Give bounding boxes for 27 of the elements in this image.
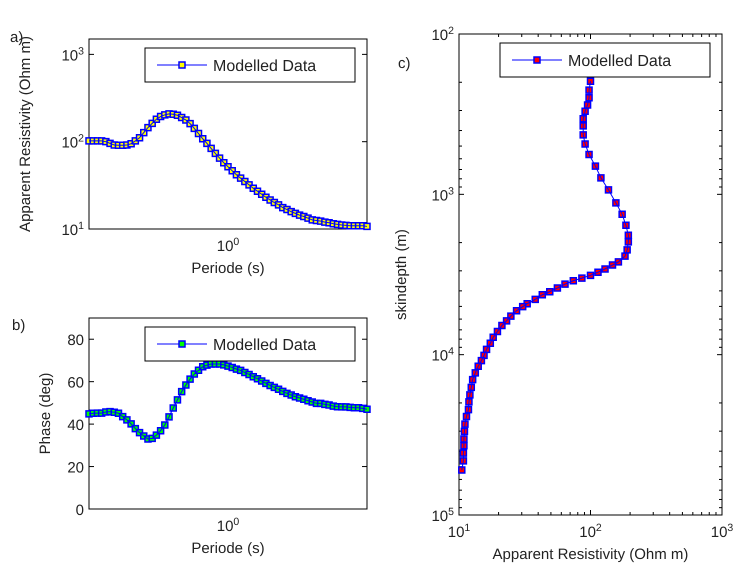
x-axis-title: Apparent Resistivity (Ohm m)	[492, 546, 688, 563]
y-axis-title: skindepth (m)	[393, 229, 410, 320]
text: b)	[12, 317, 26, 334]
x-axis-title: Periode (s)	[191, 540, 265, 557]
y-tick-label: 10$^{2}$	[61, 132, 84, 152]
y-tick-label: 10$^{1}$	[61, 220, 84, 239]
y-tick-label: 10$^{5}$	[431, 506, 454, 525]
text: c)	[398, 55, 410, 72]
y-tick-label: 60	[67, 374, 84, 392]
y-tick-label: 10$^{3}$	[61, 45, 84, 64]
y-tick-label: 10$^{4}$	[431, 346, 454, 365]
text: 10$^{0}$	[216, 516, 240, 535]
y-axis-title: Phase (deg)	[37, 372, 54, 454]
y-tick-label: 0	[76, 502, 84, 519]
legend-label: Modelled Data	[213, 337, 316, 354]
legend-label: Modelled Data	[213, 58, 316, 75]
y-tick-label: 80	[67, 332, 84, 350]
y-tick-label: 20	[67, 460, 84, 477]
y-tick-label: 40	[67, 417, 84, 434]
text: 10$^{0}$	[216, 236, 240, 255]
x-tick-label: 10$^{2}$	[579, 522, 602, 541]
x-tick-label: 10$^{3}$	[710, 522, 734, 541]
y-tick-label: 10$^{2}$	[431, 25, 454, 44]
legend-label: Modelled Data	[568, 53, 672, 70]
y-tick-label: 10$^{3}$	[431, 185, 454, 204]
x-tick-label: 10$^{1}$	[448, 522, 470, 541]
x-axis-title: Periode (s)	[191, 260, 265, 277]
